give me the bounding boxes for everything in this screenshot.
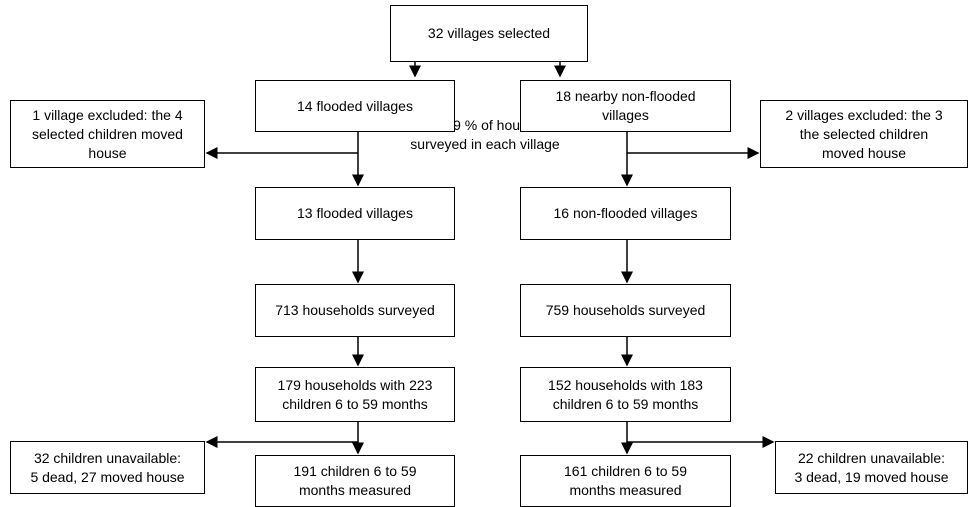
flow-box: 713 households surveyed (255, 284, 455, 337)
flow-box: 13 flooded villages (255, 187, 455, 240)
text-line: 32 villages selected (427, 25, 551, 41)
flow-box: 1 village excluded: the 4 selected childr… (10, 100, 205, 168)
text-line: months measured (569, 482, 682, 498)
text-line: selected children moved (32, 125, 183, 142)
text-line: 191 children 6 to 59 (293, 463, 417, 479)
text-line: 22 children unavailable: (797, 449, 946, 466)
text-line: 16 non-flooded villages (553, 205, 698, 221)
text-line: house (88, 144, 127, 161)
text-line: 3 dead, 19 moved house (794, 468, 949, 485)
arrows (205, 62, 775, 455)
text-line: 32 children unavailable: (33, 449, 182, 466)
flow-box: 14 flooded villages (255, 80, 455, 132)
flow-box: 32 children unavailable: 5 dead, 27 moved… (10, 441, 205, 494)
text-line: 152 households with 183 (548, 376, 703, 393)
text-line: 179 households with 223 (277, 376, 433, 393)
flow-box: 759 households surveyed (520, 284, 731, 337)
text-line: children 6 to 59 months (552, 395, 699, 412)
text-line: 759 households surveyed (545, 302, 706, 318)
text-line: 18 nearby non-flooded (555, 88, 696, 104)
text-line: 1 village excluded: the 4 (32, 106, 183, 123)
text-line: 5 dead, 27 moved house (30, 468, 185, 485)
text-line: 2 villages excluded: the 3 (785, 106, 943, 123)
flow-box: 22 children unavailable: 3 dead, 19 moved… (775, 441, 968, 494)
text-line: months measured (298, 482, 412, 498)
flow-box: 2 villages excluded: the 3 the selected c… (760, 100, 968, 168)
text-line: 13 flooded villages (297, 205, 413, 221)
text-line: surveyed in each village (410, 136, 560, 152)
flow-box: 191 children 6 to 59 months measured (255, 455, 455, 507)
flow-box: 16 non-flooded villages (520, 187, 731, 240)
text-line: the selected children (799, 125, 929, 142)
flow-box: 161 children 6 to 59 months measured (520, 455, 731, 507)
flow-box: 179 households with 223 children 6 to 59 … (255, 367, 455, 422)
flow-box: 152 households with 183 children 6 to 59 … (520, 367, 731, 422)
flow-box: 32 villages selected (390, 5, 588, 62)
text-line: children 6 to 59 months (282, 395, 428, 412)
text-line: villages (602, 107, 649, 123)
text-line: 14 flooded villages (297, 97, 413, 114)
text-line: moved house (821, 144, 907, 161)
text-line: 713 households surveyed (275, 302, 435, 318)
flow-box: 18 nearby non-flooded villages (520, 80, 731, 132)
text-line: 161 children 6 to 59 (564, 463, 687, 479)
